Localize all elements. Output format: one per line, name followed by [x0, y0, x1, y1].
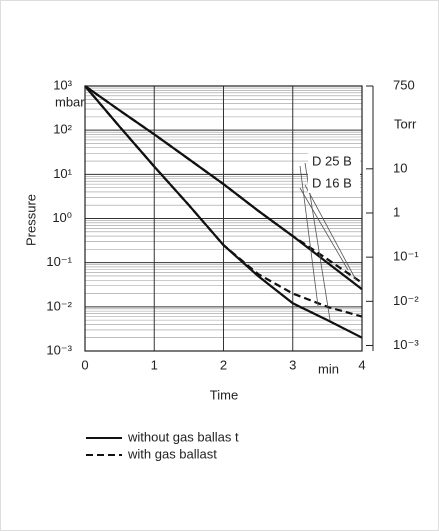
x-tick-label: 4 [358, 357, 365, 372]
legend-label: without gas ballas t [127, 429, 239, 444]
y-tick-label: 10⁻³ [46, 342, 72, 357]
curve-label: D 25 B [312, 153, 352, 168]
leader-line [304, 184, 357, 281]
leader-line [299, 187, 349, 271]
y-tick-label: 10⁰ [52, 210, 72, 225]
y-tick-label: 10⁻² [46, 298, 72, 313]
y2-tick-label: 10⁻² [393, 293, 419, 308]
pressure-curve [84, 85, 363, 318]
marks [84, 85, 363, 339]
pressure-curve [84, 85, 363, 284]
x-unit: min [318, 361, 339, 376]
y-unit: mbar [55, 94, 85, 109]
curve-label: D 16 B [312, 175, 352, 190]
y2-tick-label: 750 [393, 77, 415, 92]
y-tick-label: 10¹ [53, 166, 72, 181]
x-tick-label: 2 [220, 357, 227, 372]
y2-tick-label: 1 [393, 204, 400, 219]
y2-tick-label: 10⁻³ [393, 337, 419, 352]
x-tick-label: 3 [289, 357, 296, 372]
y2-unit: Torr [394, 116, 417, 131]
y-label: Pressure [23, 194, 38, 246]
leader-line [299, 165, 319, 307]
x-label: Time [210, 387, 238, 402]
legend: without gas ballas t with gas ballast [86, 429, 239, 461]
label-box [308, 153, 360, 193]
y-tick-label: 10⁻¹ [46, 254, 72, 269]
x-tick-label: 0 [81, 357, 88, 372]
x-tick-label: 1 [151, 357, 158, 372]
y-tick-label: 10³ [53, 77, 72, 92]
y-tick-label: 10² [53, 122, 72, 137]
legend-label: with gas ballast [127, 446, 217, 461]
plot-frame [84, 85, 363, 352]
y2-tick-label: 10⁻¹ [393, 249, 419, 264]
y2-tick-label: 10 [393, 160, 407, 175]
